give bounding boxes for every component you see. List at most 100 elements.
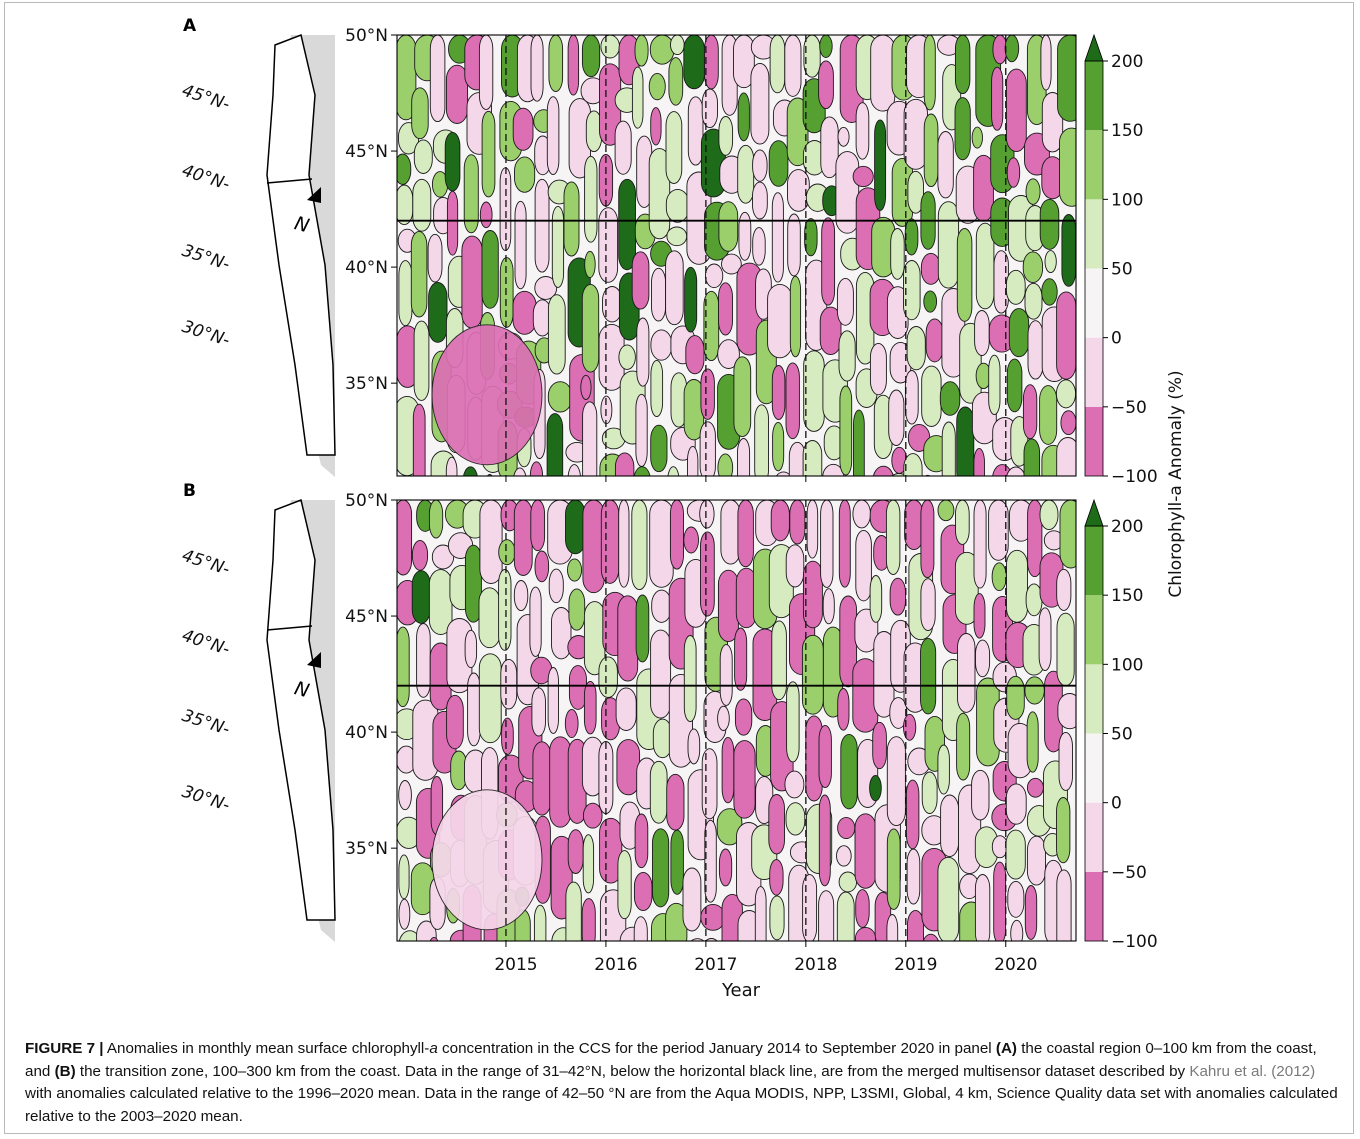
anomaly-patch [446,694,464,750]
anomaly-patch [721,736,735,804]
colorbar-segment [1085,733,1103,803]
anomaly-patch [618,344,636,370]
map-latitude-label: 30°N- [179,782,232,816]
anomaly-patch [784,770,805,799]
anomaly-patch [398,854,410,900]
anomaly-patch [634,813,649,869]
colorbar-tick-label: −50 [1111,863,1147,883]
anomaly-patch [467,672,481,747]
anomaly-patch [411,570,431,624]
anomaly-patch [1005,269,1026,305]
study-region-outline [266,498,336,921]
anomaly-patch [974,310,990,356]
anomaly-patch [937,500,955,522]
anomaly-patch [718,848,733,887]
anomaly-patch [991,562,1007,592]
anomaly-patch [885,500,901,575]
anomaly-patch [733,740,756,819]
anomaly-patch [838,330,856,382]
colorbar-segment [1085,268,1103,338]
anomaly-patch [971,769,990,821]
anomaly-patch [429,35,446,123]
anomaly-patch [631,251,650,310]
anomaly-patch [819,35,833,58]
colorbar-segment [1085,802,1103,872]
anomaly-patch [650,629,672,719]
anomaly-patch [616,739,641,796]
anomaly-patch [636,317,650,387]
anomaly-patch [615,687,637,731]
anomaly-patch [478,35,494,110]
anomaly-patch [1044,250,1057,274]
anomaly-patch [411,87,429,140]
anomaly-patch [754,886,767,941]
anomaly-patch [411,539,429,571]
anomaly-patch [701,88,718,129]
anomaly-patch [821,217,836,306]
anomaly-patch [789,275,802,358]
anomaly-patch [551,607,572,660]
anomaly-patch [869,575,883,623]
anomaly-patch [768,794,785,855]
anomaly-patch [754,404,769,476]
caption-reference-link[interactable]: Kahru et al. (2012) [1189,1062,1316,1080]
anomaly-patch [737,92,750,142]
anomaly-patch [1055,379,1076,409]
x-tick-label: 2015 [494,955,537,975]
colorbar-tick-label: 0 [1111,794,1122,814]
anomaly-patch [852,165,874,188]
anomaly-patch [633,871,653,912]
anomaly-patch [888,389,905,446]
anomaly-patch [718,201,739,252]
anomaly-patch [1022,251,1044,284]
anomaly-patch [478,587,501,649]
anomaly-patch [568,665,587,710]
anomaly-patch [836,845,852,867]
anomaly-patch [649,35,675,65]
anomaly-patch [413,139,433,174]
anomaly-patch [581,35,601,78]
anomaly-patch [855,889,870,928]
anomaly-patch [530,500,546,552]
anomaly-patch [699,421,716,476]
anomaly-patch [1024,885,1038,940]
anomaly-patch [992,464,1013,476]
colorbar-segment [1085,406,1103,476]
colorbar-tick-label: 50 [1111,260,1133,280]
anomaly-patch [618,500,630,588]
plot-frame [396,34,1077,477]
anomaly-patch [547,667,559,734]
caption-italic-a: a [429,1040,438,1057]
anomaly-patch [954,35,971,95]
anomaly-patch [614,452,635,476]
anomaly-patch [872,721,887,770]
colorbar-tick-label: −50 [1111,398,1147,418]
anomaly-patch [940,794,960,858]
anomaly-patch [768,140,789,187]
anomaly-patch [531,687,546,737]
anomaly-patch [581,898,596,941]
anomaly-patch [988,500,1009,561]
anomaly-patch [1024,282,1043,320]
anomaly-patch [665,111,683,184]
colorbar-segment [1085,664,1103,734]
anomaly-patch [461,235,483,329]
anomaly-patch [652,828,670,908]
anomaly-patch [971,126,983,149]
anomaly-patch [784,35,802,97]
anomaly-patch [737,144,755,204]
anomaly-patch [802,440,823,476]
anomaly-patch [687,728,701,765]
anomaly-patch [737,438,751,476]
anomaly-patch [397,184,414,226]
anomaly-patch [717,569,739,643]
anomaly-patch [956,228,973,322]
anomaly-patch [565,881,582,941]
anomaly-patch [1057,35,1076,122]
anomaly-patch [500,658,518,710]
anomaly-patch [529,461,544,476]
anomaly-patch [802,874,818,941]
anomaly-patch [478,653,502,744]
anomaly-patch [991,66,1004,131]
caption-text-5: with anomalies calculated relative to th… [25,1085,1338,1125]
